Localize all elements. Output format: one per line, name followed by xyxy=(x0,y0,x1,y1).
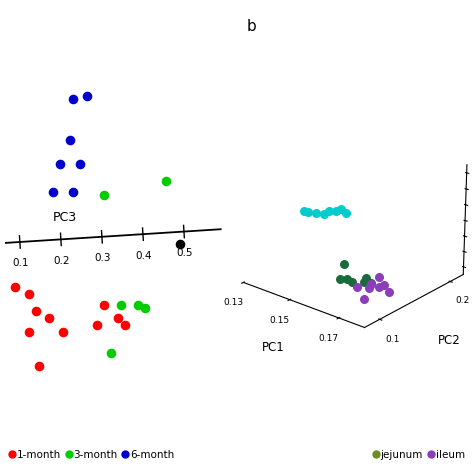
Point xyxy=(70,188,77,195)
Text: 0.4: 0.4 xyxy=(135,251,152,261)
Point xyxy=(56,160,64,168)
Point xyxy=(121,321,128,329)
Point xyxy=(118,301,125,309)
Point xyxy=(11,284,19,292)
Point xyxy=(141,304,149,312)
Legend: 1-month, 3-month, 6-month: 1-month, 3-month, 6-month xyxy=(5,446,179,464)
Point xyxy=(49,188,56,195)
Point xyxy=(25,291,33,298)
Text: b: b xyxy=(246,19,256,34)
Legend: jejunum, ileum: jejunum, ileum xyxy=(369,446,469,464)
Point xyxy=(83,92,91,100)
Point xyxy=(59,328,67,336)
Y-axis label: PC2: PC2 xyxy=(438,334,460,347)
Point xyxy=(135,301,142,309)
X-axis label: PC1: PC1 xyxy=(262,341,285,354)
Point xyxy=(35,363,43,370)
Point xyxy=(46,315,53,322)
Text: PC3: PC3 xyxy=(53,211,77,224)
Point xyxy=(66,137,73,144)
Text: 0.5: 0.5 xyxy=(176,248,193,258)
Point xyxy=(107,349,115,356)
Point xyxy=(93,321,101,329)
Point xyxy=(100,301,108,309)
Point xyxy=(25,328,33,336)
Point xyxy=(100,191,108,199)
Point xyxy=(162,177,170,185)
Point xyxy=(70,95,77,103)
Point xyxy=(176,240,183,248)
Text: 0.3: 0.3 xyxy=(94,253,111,263)
Text: 0.1: 0.1 xyxy=(12,258,29,268)
Point xyxy=(32,308,39,315)
Point xyxy=(114,315,122,322)
Point xyxy=(76,160,84,168)
Text: 0.2: 0.2 xyxy=(53,256,70,266)
